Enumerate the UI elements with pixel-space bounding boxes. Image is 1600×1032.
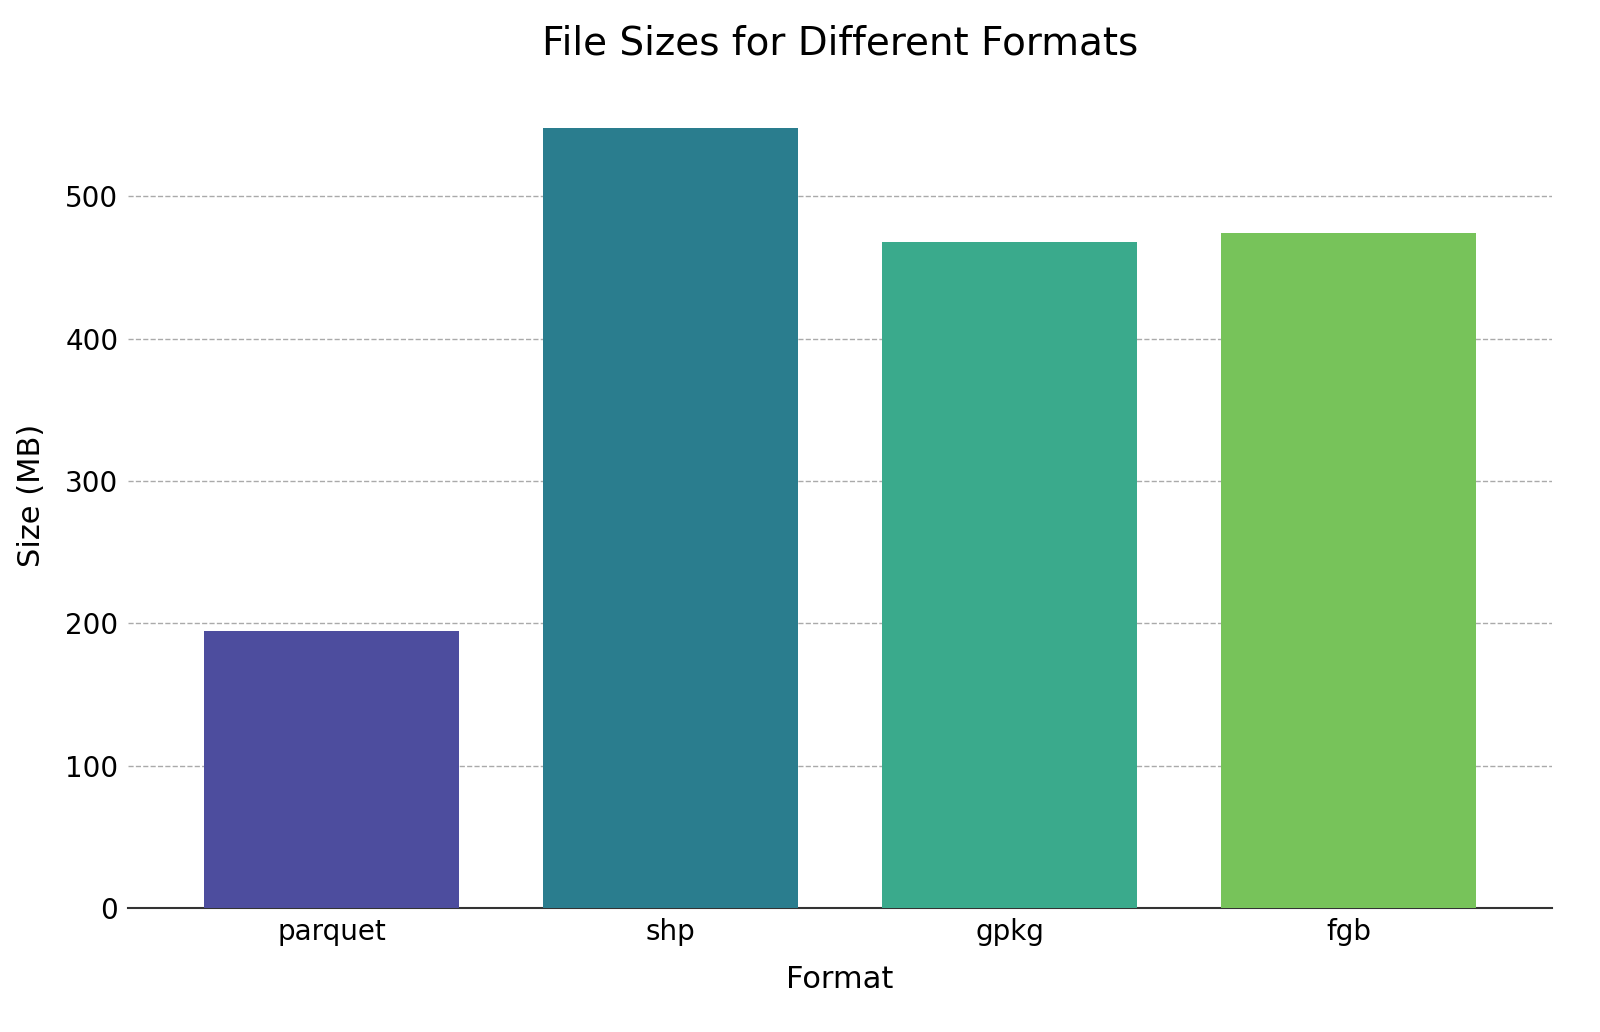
Bar	[205, 631, 459, 908]
Bar	[544, 128, 798, 908]
Bar	[882, 241, 1136, 908]
Y-axis label: Size (MB): Size (MB)	[16, 424, 45, 567]
X-axis label: Format: Format	[786, 965, 894, 994]
Title: File Sizes for Different Formats: File Sizes for Different Formats	[542, 25, 1138, 63]
Bar	[1221, 233, 1475, 908]
